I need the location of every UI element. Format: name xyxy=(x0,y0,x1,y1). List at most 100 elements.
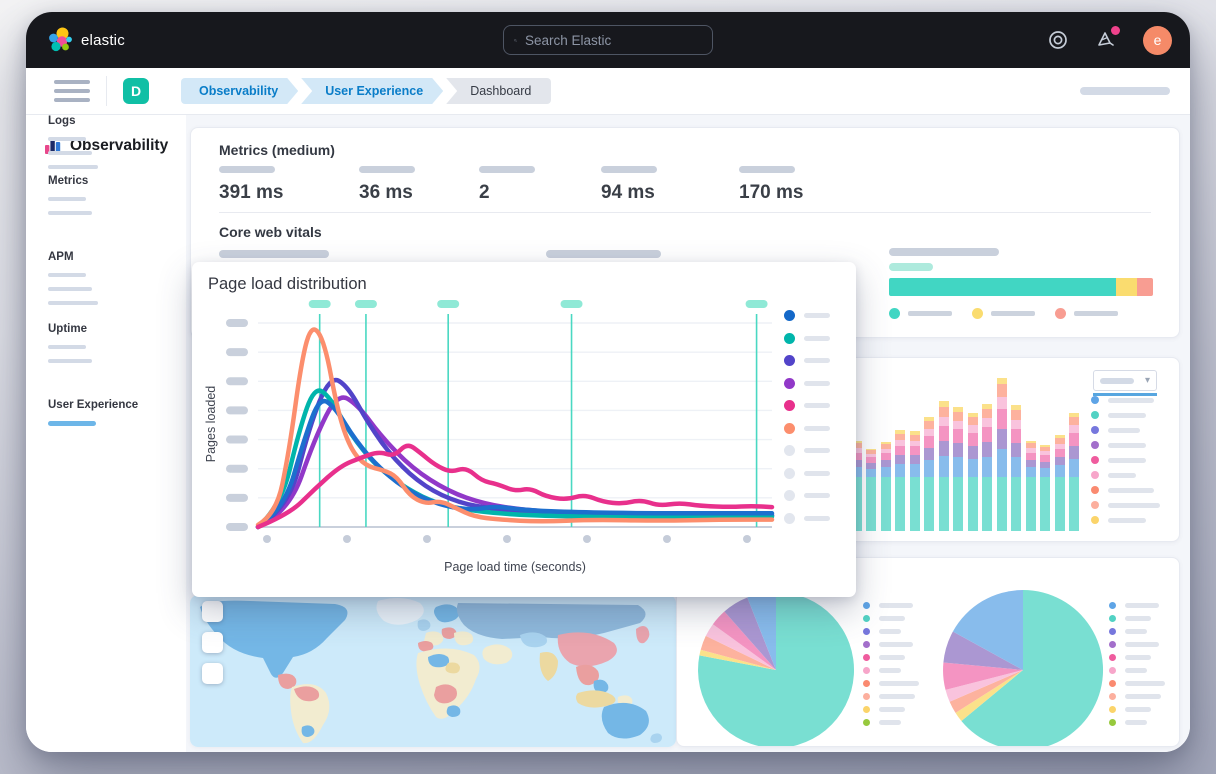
pie-right-legend-item[interactable] xyxy=(1109,680,1165,687)
sidebar-item-uptime[interactable]: Uptime xyxy=(48,323,87,335)
user-avatar[interactable]: e xyxy=(1143,25,1172,55)
stacked-bar-legend-label-placeholder xyxy=(1108,397,1154,403)
bar-segment xyxy=(982,477,992,531)
bar-segment xyxy=(938,441,949,456)
notification-badge xyxy=(1111,26,1120,35)
stacked-bar-legend-item[interactable] xyxy=(1091,501,1160,509)
map-zoom-out-button[interactable] xyxy=(202,632,223,653)
pie-left-legend-item[interactable] xyxy=(863,602,919,609)
stacked-bar-legend-label-placeholder xyxy=(1108,412,1146,418)
distribution-legend-item[interactable] xyxy=(784,355,830,366)
bar-segment xyxy=(996,397,1007,409)
pie-right-legend-item[interactable] xyxy=(1109,706,1165,713)
pie-left-legend-dot xyxy=(863,719,870,726)
bar-segment xyxy=(996,449,1007,477)
sidebar-subitem-placeholder[interactable] xyxy=(48,137,86,141)
bar-segment xyxy=(895,477,905,531)
pie-right-legend-item[interactable] xyxy=(1109,693,1165,700)
pie-left-legend-item[interactable] xyxy=(863,680,919,687)
stacked-bar-legend-item[interactable] xyxy=(1091,516,1160,524)
distribution-legend-item[interactable] xyxy=(784,377,830,389)
cwv-legend-item[interactable] xyxy=(972,308,1035,319)
pie-right-legend-item[interactable] xyxy=(1109,654,1165,661)
stacked-bar-legend-item[interactable] xyxy=(1091,471,1160,479)
sidebar-subitem-placeholder[interactable] xyxy=(48,421,96,426)
cwv-legend-dot xyxy=(1055,308,1066,319)
sidebar-subitem-placeholder[interactable] xyxy=(48,345,86,349)
sidebar-subitem-placeholder[interactable] xyxy=(48,165,98,169)
search-input[interactable] xyxy=(525,32,702,48)
distribution-legend-item[interactable] xyxy=(784,310,830,321)
pie-right-legend-item[interactable] xyxy=(1109,719,1165,726)
distribution-legend-dot xyxy=(784,490,795,501)
pie-left-legend-item[interactable] xyxy=(863,628,919,635)
pie-right-slice-1 xyxy=(955,670,1023,721)
sidebar-item-metrics[interactable]: Metrics xyxy=(48,175,89,187)
stacked-bar-legend-item[interactable] xyxy=(1091,396,1160,404)
bar-segment xyxy=(938,456,949,477)
distribution-legend-label-placeholder xyxy=(804,425,830,431)
pie-right-legend-item[interactable] xyxy=(1109,667,1165,674)
pie-left-legend-item[interactable] xyxy=(863,615,919,622)
sidebar-subitem-placeholder[interactable] xyxy=(48,211,92,215)
pie-right-legend-item[interactable] xyxy=(1109,628,1165,635)
cwv-legend-item[interactable] xyxy=(889,308,952,319)
bar-segment xyxy=(909,464,920,477)
divider xyxy=(219,212,1151,213)
help-icon[interactable] xyxy=(1047,29,1069,51)
distribution-legend-item[interactable] xyxy=(784,490,830,501)
distribution-legend-item[interactable] xyxy=(784,400,830,411)
stacked-bar-legend-dot xyxy=(1091,426,1099,434)
breadcrumb-dashboard[interactable]: Dashboard xyxy=(446,78,552,104)
sidebar-item-user-experience[interactable]: User Experience xyxy=(48,399,139,411)
sidebar-subitem-placeholder[interactable] xyxy=(48,287,92,291)
distribution-legend-item[interactable] xyxy=(784,422,830,434)
distribution-legend-label-placeholder xyxy=(804,403,830,408)
sidebar-subitem-placeholder[interactable] xyxy=(48,151,92,155)
bar-segment xyxy=(1025,477,1036,531)
stacked-bar-legend-item[interactable] xyxy=(1091,486,1160,494)
pie-right-slice-5 xyxy=(943,631,1023,670)
bar-segment xyxy=(851,448,862,453)
map-fit-button[interactable] xyxy=(202,663,223,684)
cwv-legend-dot xyxy=(889,308,900,319)
sidebar-subitem-placeholder[interactable] xyxy=(48,301,98,305)
distribution-legend-item[interactable] xyxy=(784,445,830,456)
stacked-bar-legend-item[interactable] xyxy=(1091,456,1160,464)
sidebar-item-apm[interactable]: APM xyxy=(48,251,74,263)
map-zoom-in-button[interactable] xyxy=(202,601,223,622)
pie-right-legend-label-placeholder xyxy=(1125,603,1159,608)
pie-left-legend-item[interactable] xyxy=(863,693,919,700)
breadcrumb-user-experience[interactable]: User Experience xyxy=(301,78,443,104)
chart-breakdown-select[interactable]: ▾ xyxy=(1093,370,1157,391)
sidebar-subitem-placeholder[interactable] xyxy=(48,273,86,277)
pie-left-legend-item[interactable] xyxy=(863,706,919,713)
stacked-bar xyxy=(938,401,949,531)
breadcrumb-observability[interactable]: Observability xyxy=(181,78,298,104)
stacked-bar-legend-item[interactable] xyxy=(1091,441,1160,449)
sidebar-subitem-placeholder[interactable] xyxy=(48,359,92,363)
sidebar-item-logs[interactable]: Logs xyxy=(48,115,76,127)
distribution-legend-item[interactable] xyxy=(784,332,830,344)
global-search-bar[interactable] xyxy=(503,25,713,55)
pie-left-legend-item[interactable] xyxy=(863,654,919,661)
world-map[interactable] xyxy=(190,595,676,747)
pie-left-legend-item[interactable] xyxy=(863,719,919,726)
pie-right-legend-label-placeholder xyxy=(1125,681,1165,686)
pie-right-legend-item[interactable] xyxy=(1109,615,1165,622)
pie-left-legend-item[interactable] xyxy=(863,667,919,674)
pie-right-legend-item[interactable] xyxy=(1109,641,1165,648)
dashboard-app-icon[interactable]: D xyxy=(123,78,149,104)
pie-left-legend-item[interactable] xyxy=(863,641,919,648)
bar-segment xyxy=(967,425,978,433)
cwv-legend-item[interactable] xyxy=(1055,308,1118,319)
distribution-legend-item[interactable] xyxy=(784,512,830,524)
stacked-bar-legend-item[interactable] xyxy=(1091,426,1160,434)
stacked-bar-legend-item[interactable] xyxy=(1091,411,1160,419)
notifications-icon[interactable] xyxy=(1095,26,1120,51)
stacked-bar-legend-dot xyxy=(1091,516,1099,524)
distribution-legend-item[interactable] xyxy=(784,467,830,479)
sidebar-subitem-placeholder[interactable] xyxy=(48,197,86,201)
menu-button[interactable] xyxy=(54,80,90,102)
pie-right-legend-item[interactable] xyxy=(1109,602,1165,609)
